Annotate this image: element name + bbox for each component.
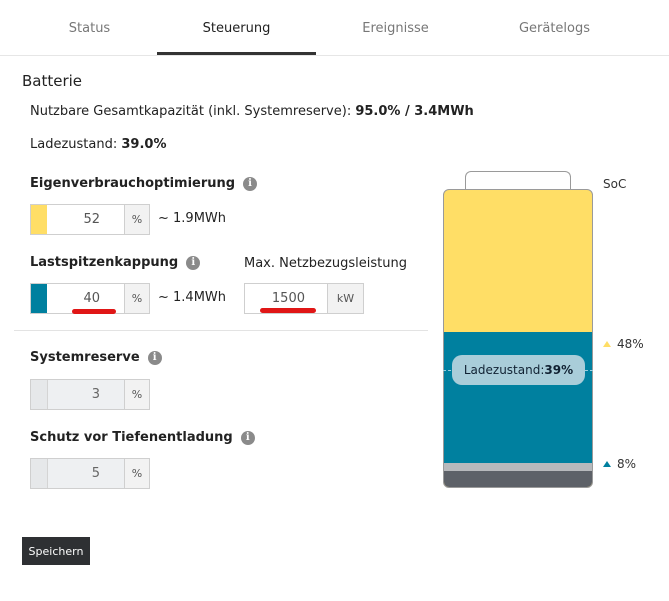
peak-shaving-label-text: Lastspitzenkappung bbox=[30, 255, 179, 270]
battery-segment-system-reserve bbox=[444, 463, 592, 471]
deep-discharge-swatch bbox=[31, 459, 48, 488]
system-reserve-label: Systemreserve i bbox=[30, 350, 162, 365]
battery-cap bbox=[465, 171, 571, 190]
peak-shaving-approx: ~ 1.4MWh bbox=[158, 290, 227, 305]
save-button[interactable]: Speichern bbox=[22, 537, 90, 565]
marker-low: 8% bbox=[603, 457, 636, 471]
tab-steuerung[interactable]: Steuerung bbox=[202, 20, 271, 36]
marker-low-label: 8% bbox=[617, 457, 637, 471]
peak-shaving-unit: % bbox=[124, 284, 149, 313]
deep-discharge-label: Schutz vor Tiefenentladung i bbox=[30, 430, 255, 445]
info-icon[interactable]: i bbox=[147, 350, 162, 365]
red-underline-mark bbox=[72, 309, 116, 314]
section-title: Batterie bbox=[22, 72, 83, 90]
red-underline-mark bbox=[260, 308, 316, 313]
system-reserve-swatch bbox=[31, 380, 48, 409]
self-consumption-unit: % bbox=[124, 205, 149, 234]
soc-pill: Ladezustand: 39% bbox=[452, 355, 585, 385]
capacity-value: 95.0% / 3.4MWh bbox=[355, 104, 474, 119]
self-consumption-input[interactable]: 52 % bbox=[30, 204, 150, 235]
system-reserve-input: 3 % bbox=[30, 379, 150, 410]
tab-status[interactable]: Status bbox=[68, 20, 111, 36]
marker-high: 48% bbox=[603, 337, 644, 351]
active-tab-indicator bbox=[157, 52, 316, 55]
self-consumption-color-swatch bbox=[31, 205, 47, 234]
capacity-line: Nutzbare Gesamtkapazität (inkl. Systemre… bbox=[30, 104, 474, 119]
tab-ereignisse[interactable]: Ereignisse bbox=[362, 20, 429, 36]
capacity-label: Nutzbare Gesamtkapazität (inkl. Systemre… bbox=[30, 104, 352, 119]
triangle-up-icon bbox=[603, 461, 611, 467]
system-reserve-unit: % bbox=[124, 380, 149, 409]
soc-pill-value: 39% bbox=[544, 363, 574, 377]
divider bbox=[14, 330, 428, 331]
tab-bar: Status Steuerung Ereignisse Gerätelogs bbox=[0, 0, 669, 56]
system-reserve-label-text: Systemreserve bbox=[30, 350, 140, 365]
deep-discharge-input: 5 % bbox=[30, 458, 150, 489]
max-grid-value[interactable]: 1500 bbox=[271, 291, 305, 306]
soc-pill-label: Ladezustand: bbox=[463, 363, 545, 377]
soc-label: SoC bbox=[603, 177, 627, 191]
peak-shaving-label: Lastspitzenkappung i bbox=[30, 255, 201, 270]
deep-discharge-label-text: Schutz vor Tiefenentladung bbox=[30, 430, 233, 445]
self-consumption-label-text: Eigenverbrauchoptimierung bbox=[30, 176, 236, 191]
self-consumption-value[interactable]: 52 bbox=[83, 212, 100, 227]
charge-state-value: 39.0% bbox=[121, 137, 167, 152]
battery-segment-deep-discharge bbox=[444, 471, 592, 487]
system-reserve-value: 3 bbox=[91, 387, 100, 402]
info-icon[interactable]: i bbox=[243, 176, 258, 191]
peak-shaving-value[interactable]: 40 bbox=[83, 291, 100, 306]
max-grid-unit: kW bbox=[327, 284, 363, 313]
battery-graphic bbox=[443, 189, 593, 488]
self-consumption-label: Eigenverbrauchoptimierung i bbox=[30, 176, 258, 191]
info-icon[interactable]: i bbox=[186, 255, 201, 270]
info-icon[interactable]: i bbox=[240, 430, 255, 445]
charge-state-line: Ladezustand: 39.0% bbox=[30, 137, 166, 152]
max-grid-label: Max. Netzbezugsleistung bbox=[244, 256, 407, 271]
peak-shaving-input[interactable]: 40 % bbox=[30, 283, 150, 314]
triangle-up-icon bbox=[603, 341, 611, 347]
peak-shaving-color-swatch bbox=[31, 284, 47, 313]
self-consumption-approx: ~ 1.9MWh bbox=[158, 211, 227, 226]
deep-discharge-unit: % bbox=[124, 459, 149, 488]
tab-geraetelogs[interactable]: Gerätelogs bbox=[518, 20, 591, 36]
deep-discharge-value: 5 bbox=[91, 466, 100, 481]
charge-state-label: Ladezustand: bbox=[30, 137, 118, 152]
marker-high-label: 48% bbox=[617, 337, 644, 351]
battery-segment-peak-shaving bbox=[444, 332, 592, 463]
